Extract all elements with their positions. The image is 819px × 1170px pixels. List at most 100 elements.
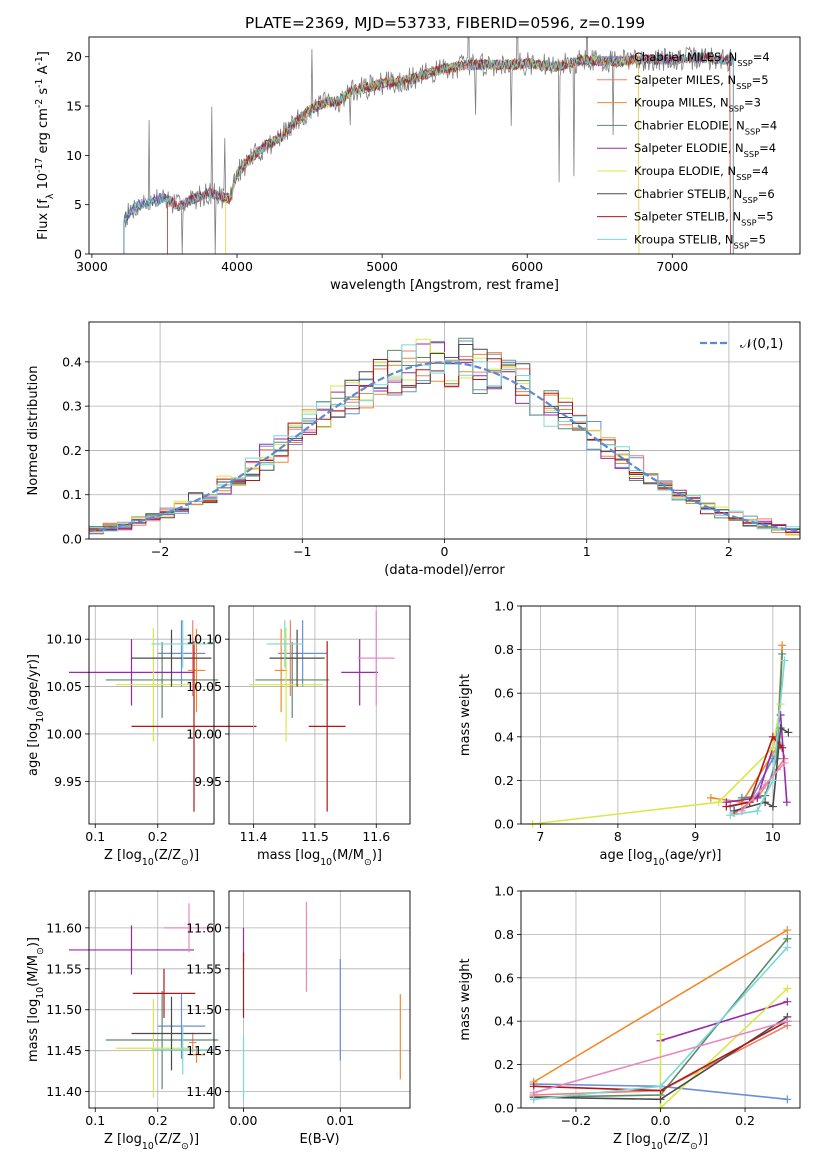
weight-series-line xyxy=(533,1020,788,1094)
panel-mass_vs_ebv: 0.00 0.01 11.40 11.45 11.50 11.55 11.60 E(B-V) xyxy=(186,890,411,1147)
x-tick-label: 6000 xyxy=(511,259,543,274)
weight-marker xyxy=(761,780,770,789)
axes-spectrum: 3000 4000 5000 6000 7000 0 5 10 15 20 wavelength [… xyxy=(34,36,801,293)
y-tick-label: 0.6 xyxy=(494,970,514,985)
axes-frame xyxy=(88,605,215,825)
weight-marker xyxy=(778,641,787,650)
x-tick-label: 9 xyxy=(691,829,699,844)
y-tick-label: 11.55 xyxy=(46,961,82,976)
y-tick-label: 11.50 xyxy=(186,1002,222,1017)
x-tick-label: 7000 xyxy=(656,259,688,274)
x-tick-label: 0.01 xyxy=(326,1113,354,1128)
y-tick-label: 0 xyxy=(74,247,82,262)
grid-mass_vs_Z xyxy=(89,891,214,1108)
script-text: SSP xyxy=(736,81,751,91)
weight-series-line xyxy=(533,929,788,1083)
x-tick-label: 0.2 xyxy=(148,829,168,844)
axes-mass_vs_ebv: 0.00 0.01 11.40 11.45 11.50 11.55 11.60 E(B-V) xyxy=(186,890,411,1147)
axes-weight_vs_Z: −0.2 0.0 0.2 0.0 0.2 0.4 0.6 0.8 1.0 Z [log10(Z/Z… xyxy=(458,884,801,1152)
y-tick-label: 0.2 xyxy=(494,773,514,788)
panel-residuals: 𝒩(0,1) −2 −1 0 1 2 0.0 0.1 0.2 0.3 0.4 (data-model)… xyxy=(26,321,801,578)
y-tick-label: 11.50 xyxy=(46,1002,82,1017)
legend-label: 𝒩(0,1) xyxy=(740,337,783,352)
x-tick-label: 11.6 xyxy=(362,829,390,844)
weight-marker xyxy=(730,806,739,815)
data-mass_vs_Z xyxy=(69,903,219,1098)
script-text: SSP xyxy=(741,218,756,228)
axes-frame xyxy=(88,890,215,1109)
data-weight_vs_age xyxy=(528,641,793,828)
x-axis-label: E(B-V) xyxy=(299,1132,339,1147)
y-tick-label: 10 xyxy=(66,148,82,163)
y-axis-label: mass weight xyxy=(458,674,473,756)
y-tick-label: 20 xyxy=(66,49,82,64)
data-weight_vs_Z xyxy=(529,926,792,1112)
y-tick-label: 0.6 xyxy=(494,686,514,701)
x-tick-label: 0.0 xyxy=(651,1113,671,1128)
y-tick-label: 5 xyxy=(74,197,82,212)
panel-age_vs_Z: 0.1 0.2 9.95 10.00 10.05 10.10 Z [log10(Z/Z⊙)]… xyxy=(26,605,257,868)
weight-marker xyxy=(753,806,762,815)
y-tick-label: 9.95 xyxy=(54,774,82,789)
x-tick-label: −0.2 xyxy=(561,1113,591,1128)
script-text: SSP xyxy=(736,172,751,182)
script-text: 10 xyxy=(35,987,46,999)
x-tick-label: −2 xyxy=(151,544,169,559)
axes-mass_vs_Z: 0.1 0.2 11.40 11.45 11.50 11.55 11.60 Z [log10(… xyxy=(26,890,215,1152)
weight-series-line xyxy=(730,660,786,817)
y-tick-label: 0.0 xyxy=(494,817,514,832)
figure-title: PLATE=2369, MJD=53733, FIBERID=0596, z=0… xyxy=(245,14,645,32)
weight-marker xyxy=(783,926,792,935)
script-text: 10 xyxy=(653,857,665,868)
x-tick-label: 10 xyxy=(765,829,781,844)
weight-marker xyxy=(783,984,792,993)
weight-marker xyxy=(780,758,789,767)
weight-marker xyxy=(783,1095,792,1104)
legend-label: Chabrier ELODIE, NSSP=4 xyxy=(634,118,777,136)
y-tick-label: 11.45 xyxy=(186,1043,222,1058)
script-text: SSP xyxy=(745,126,760,136)
weight-marker xyxy=(783,943,792,952)
spectrum-legend: Chabrier MILES, NSSP=4 Salpeter MILES, NS… xyxy=(597,50,777,250)
x-tick-label: 3000 xyxy=(76,259,108,274)
y-tick-label: 0.0 xyxy=(62,532,82,547)
x-tick-label: 0 xyxy=(441,544,449,559)
weight-marker xyxy=(656,1030,665,1039)
axes-residuals: −2 −1 0 1 2 0.0 0.1 0.2 0.3 0.4 (data-model)/error… xyxy=(26,321,801,578)
axes-frame xyxy=(520,605,801,825)
script-text: ⊙ xyxy=(181,1141,189,1152)
weight-marker xyxy=(768,802,777,811)
x-tick-label: 1 xyxy=(583,544,591,559)
script-text: 10 xyxy=(320,857,332,868)
x-axis-label: Z [log10(Z/Z⊙)] xyxy=(104,1132,199,1152)
y-tick-label: 10.10 xyxy=(46,632,82,647)
axes-frame xyxy=(88,36,801,255)
y-tick-label: 0.4 xyxy=(494,729,514,744)
x-tick-label: 0.2 xyxy=(148,1113,168,1128)
weight-marker xyxy=(768,776,777,785)
panel-weight_vs_age: 7 8 9 10 0.0 0.2 0.4 0.6 0.8 1.0 age [log10(age/yr… xyxy=(458,599,801,868)
script-text: SSP xyxy=(729,104,744,114)
y-axis-label: mass [log10(M/M⊙)] xyxy=(26,937,46,1062)
y-tick-label: 10.00 xyxy=(186,726,222,741)
axes-frame xyxy=(228,605,411,825)
axes-frame xyxy=(88,321,801,540)
y-tick-label: 10.00 xyxy=(46,726,82,741)
legend-label: Kroupa ELODIE, NSSP=4 xyxy=(634,164,769,182)
x-tick-label: 2 xyxy=(725,544,733,559)
data-age_vs_mass xyxy=(249,610,395,812)
y-tick-label: 11.60 xyxy=(46,920,82,935)
weight-marker xyxy=(778,743,787,752)
residual-legend: 𝒩(0,1) xyxy=(700,337,783,352)
weight-series-line xyxy=(726,735,783,808)
script-text: -1 xyxy=(34,56,45,65)
x-axis-label: Z [log10(Z/Z⊙)] xyxy=(613,1132,708,1152)
weight-series-line xyxy=(532,703,782,825)
script-text: ⊙ xyxy=(181,857,189,868)
script-text: SSP xyxy=(737,58,752,68)
y-tick-label: 11.45 xyxy=(46,1043,82,1058)
axes-weight_vs_age: 7 8 9 10 0.0 0.2 0.4 0.6 0.8 1.0 age [log10(age/yr… xyxy=(458,599,801,868)
x-tick-label: 0.1 xyxy=(85,829,105,844)
weight-marker xyxy=(706,793,715,802)
